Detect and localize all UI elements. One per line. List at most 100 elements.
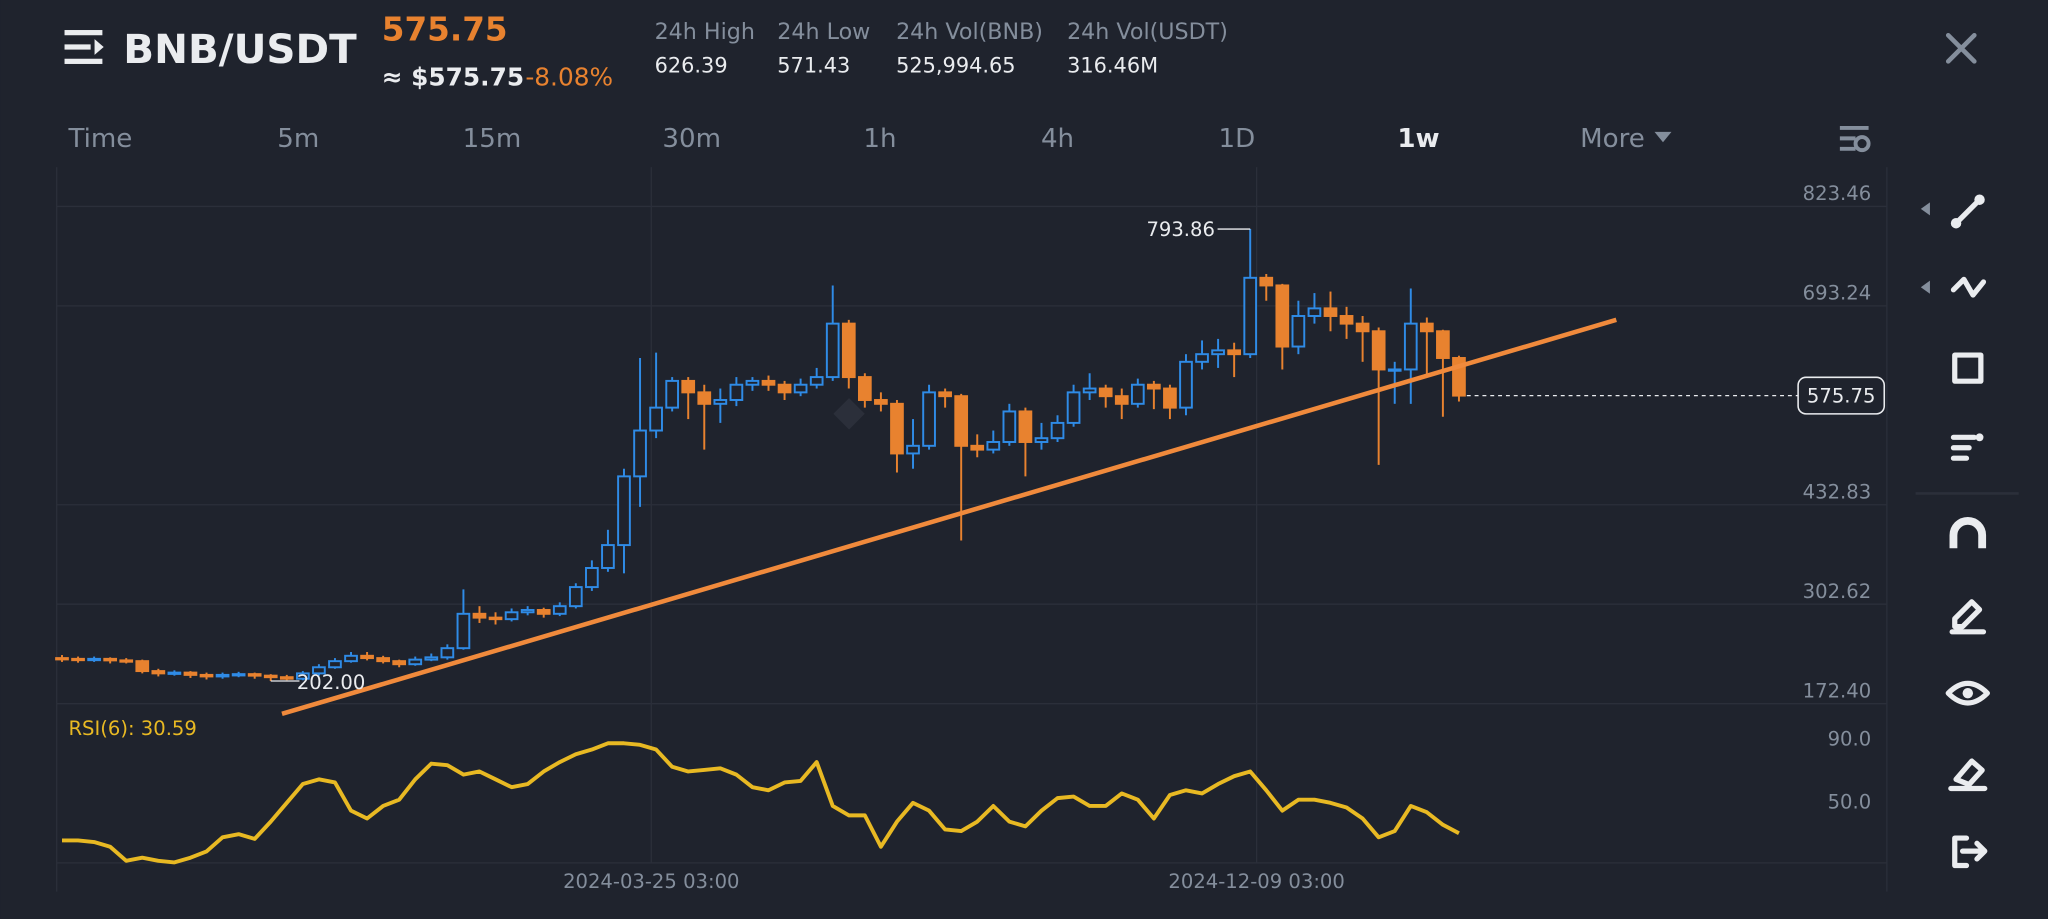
candle-body bbox=[167, 671, 182, 675]
candle-body bbox=[1163, 387, 1177, 409]
candle-body bbox=[633, 429, 647, 478]
candle-body bbox=[344, 654, 358, 663]
eraser-tool[interactable] bbox=[1948, 758, 1988, 792]
candle-body bbox=[1034, 437, 1049, 443]
rsi-tick-label: 90.0 bbox=[1828, 728, 1872, 751]
candle-body bbox=[1227, 349, 1242, 356]
magnet-tool[interactable] bbox=[1949, 517, 1987, 549]
candle-body bbox=[1339, 315, 1354, 325]
candle-body bbox=[585, 567, 599, 589]
stat-value: 626.39 bbox=[655, 54, 728, 78]
x-tick-label: 2024-03-25 03:00 bbox=[563, 870, 739, 893]
y-tick-label: 172.40 bbox=[1803, 679, 1872, 702]
candle-body bbox=[1371, 330, 1386, 371]
candle-body bbox=[986, 441, 1001, 451]
stat-value: 316.46M bbox=[1067, 54, 1158, 78]
timeframe-tab[interactable]: 4h bbox=[1041, 124, 1074, 154]
eye-tool[interactable] bbox=[1945, 680, 1990, 706]
high-label: 793.86 bbox=[1146, 218, 1215, 241]
candle-body bbox=[536, 609, 551, 615]
exit-tool[interactable] bbox=[1952, 835, 1988, 869]
timeframe-tab[interactable]: 1h bbox=[863, 124, 896, 154]
timeframe-tab[interactable]: More bbox=[1580, 124, 1645, 154]
candle-body bbox=[328, 660, 342, 669]
candle-body bbox=[681, 379, 696, 394]
stat-label: 24h Vol(BNB) bbox=[896, 19, 1043, 45]
candle-body bbox=[1130, 383, 1145, 405]
multi-line-tool[interactable] bbox=[1950, 276, 1987, 298]
candle-body bbox=[263, 674, 278, 679]
timeframe-tab[interactable]: 15m bbox=[463, 124, 522, 154]
rsi-legend: RSI(6): 30.59 bbox=[68, 717, 196, 740]
candle-body bbox=[1050, 421, 1065, 440]
close-button[interactable] bbox=[1945, 32, 1977, 64]
drawing-toolbar bbox=[1915, 194, 2019, 869]
candle-body bbox=[376, 657, 390, 663]
last-price-label: 575.75 bbox=[1807, 384, 1876, 407]
candle-body bbox=[729, 383, 744, 401]
pen-tool[interactable] bbox=[1949, 599, 1987, 635]
candle-body bbox=[1387, 368, 1402, 372]
candle-body bbox=[55, 657, 69, 661]
candle-body bbox=[408, 658, 423, 666]
candle-body bbox=[1179, 360, 1193, 409]
candle-body bbox=[857, 376, 872, 401]
candle-body bbox=[312, 666, 326, 675]
candle-body bbox=[295, 672, 310, 680]
y-tick-label: 693.24 bbox=[1803, 282, 1872, 305]
candle-body bbox=[777, 383, 792, 394]
candle-body bbox=[1098, 387, 1113, 398]
candle-body bbox=[1195, 353, 1209, 363]
candle-body bbox=[87, 657, 101, 662]
candle-body bbox=[890, 402, 904, 455]
candle-body bbox=[71, 657, 85, 662]
candle-body bbox=[215, 673, 230, 678]
candle-body bbox=[456, 612, 471, 650]
price-change: -8.08% bbox=[525, 62, 613, 91]
candle-body bbox=[665, 379, 680, 409]
candle-body bbox=[440, 647, 455, 659]
candle-body bbox=[1436, 330, 1450, 359]
timeframe-tab[interactable]: 1w bbox=[1397, 124, 1439, 154]
approx-price: ≈ $575.75 bbox=[382, 62, 524, 91]
candle-body bbox=[1307, 307, 1322, 317]
candle-body bbox=[360, 654, 374, 660]
candle-body bbox=[970, 444, 985, 451]
candle-body bbox=[1082, 387, 1097, 394]
stat-value: 571.43 bbox=[777, 54, 850, 78]
last-price-box bbox=[1797, 376, 1886, 415]
candle-body bbox=[1018, 410, 1033, 443]
chart-settings-icon[interactable] bbox=[1839, 125, 1871, 153]
candle-body bbox=[793, 383, 808, 394]
candle-body bbox=[151, 670, 166, 675]
rectangle-tool[interactable] bbox=[1952, 352, 1984, 384]
candle-body bbox=[1114, 395, 1129, 405]
timeframe-tab[interactable]: 5m bbox=[277, 124, 319, 154]
candle-body bbox=[504, 611, 519, 621]
candle-body bbox=[809, 376, 824, 386]
candle-body bbox=[1066, 391, 1081, 424]
fib-tool[interactable] bbox=[1950, 433, 1984, 461]
candle-body bbox=[1275, 284, 1290, 348]
candle-body bbox=[1355, 322, 1370, 333]
candle-body bbox=[279, 676, 294, 680]
timeframe-tab[interactable]: 30m bbox=[662, 124, 721, 154]
candle-body bbox=[231, 673, 246, 677]
stat-label: 24h High bbox=[655, 19, 755, 45]
y-tick-label: 823.46 bbox=[1803, 182, 1872, 205]
stat-value: 525,994.65 bbox=[896, 54, 1016, 78]
y-tick-label: 432.83 bbox=[1803, 480, 1872, 503]
rsi-tick-label: 50.0 bbox=[1828, 790, 1872, 813]
candle-body bbox=[1002, 410, 1017, 443]
candle-body bbox=[1291, 315, 1306, 348]
timeframe-tab[interactable]: 1D bbox=[1219, 124, 1256, 154]
candle-body bbox=[424, 656, 439, 661]
trendline-tool[interactable] bbox=[1950, 194, 1985, 229]
menu-icon[interactable] bbox=[64, 30, 104, 64]
candle-body bbox=[199, 673, 214, 678]
candle-body bbox=[1259, 276, 1274, 287]
timeframe-tab[interactable]: Time bbox=[67, 124, 132, 154]
candle-body bbox=[825, 322, 840, 379]
